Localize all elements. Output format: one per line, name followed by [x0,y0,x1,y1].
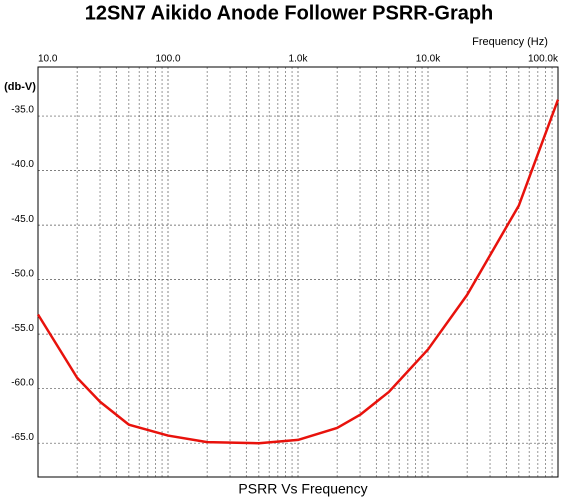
plot-frame [37,66,559,478]
y-tick-label: -55.0 [11,323,34,334]
y-tick-label: -50.0 [11,268,34,279]
x-tick-label: 10.0k [416,54,441,65]
y-tick-label: -40.0 [11,159,34,170]
y-tick-label: -45.0 [11,214,34,225]
y-tick-label: -60.0 [11,377,34,388]
series-caption: PSRR Vs Frequency [238,481,367,497]
y-tick-label: -65.0 [11,432,34,443]
y-axis-label: (db-V) [4,81,36,93]
x-tick-label: 10.0 [38,54,58,65]
series-line [36,99,560,445]
chart-title: 12SN7 Aikido Anode Follower PSRR-Graph [85,2,494,24]
x-tick-label: 1.0k [289,54,309,65]
x-axis-label: Frequency (Hz) [472,36,548,48]
x-tick-label: 100.0k [528,54,559,65]
x-tick-label: 100.0 [155,54,180,65]
y-tick-label: -35.0 [11,105,34,116]
